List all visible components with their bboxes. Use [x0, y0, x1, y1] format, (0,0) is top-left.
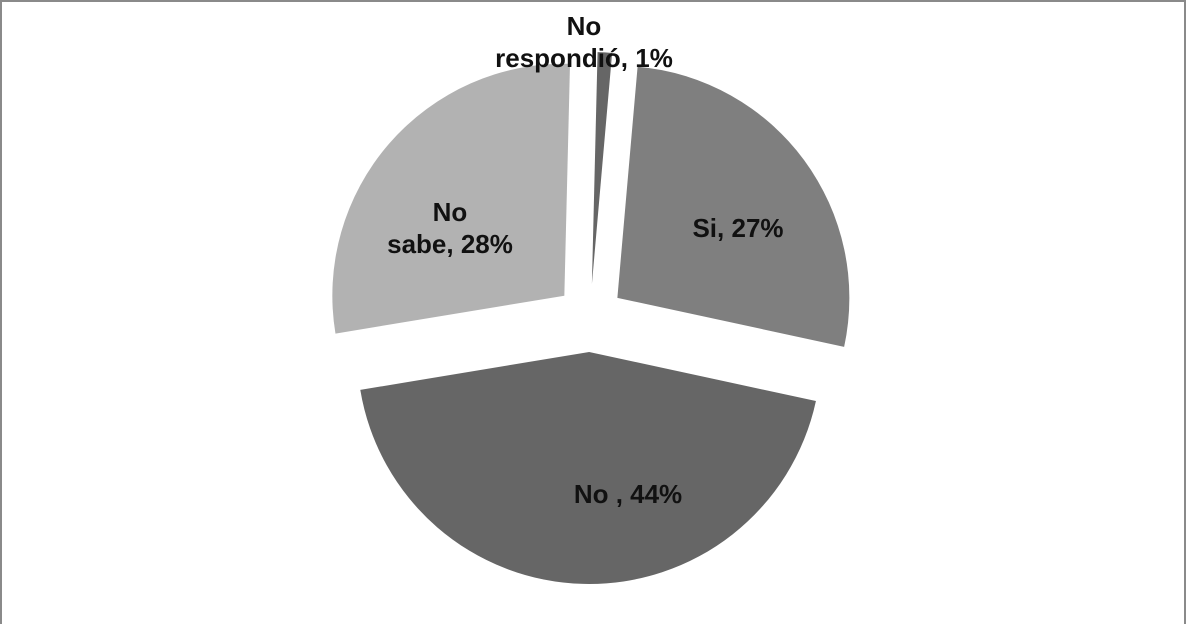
slice-label-line: No: [433, 197, 468, 227]
pie-slice-3: [591, 52, 613, 285]
slice-label-2: No sabe, 28%: [387, 197, 513, 259]
slice-label-line: sabe, 28%: [387, 229, 513, 259]
slice-label-line: No: [567, 11, 602, 41]
slice-label-0: Si, 27%: [692, 213, 783, 243]
pie-slice-2: [332, 63, 571, 334]
slice-label-line: No , 44%: [574, 479, 682, 509]
pie-slice-0: [617, 66, 850, 347]
pie-slice-1: [360, 351, 816, 585]
slice-label-3: No respondió, 1%: [495, 11, 673, 73]
slice-label-line: respondió, 1%: [495, 43, 673, 73]
slice-label-line: Si, 27%: [692, 213, 783, 243]
slice-label-1: No , 44%: [574, 479, 682, 509]
